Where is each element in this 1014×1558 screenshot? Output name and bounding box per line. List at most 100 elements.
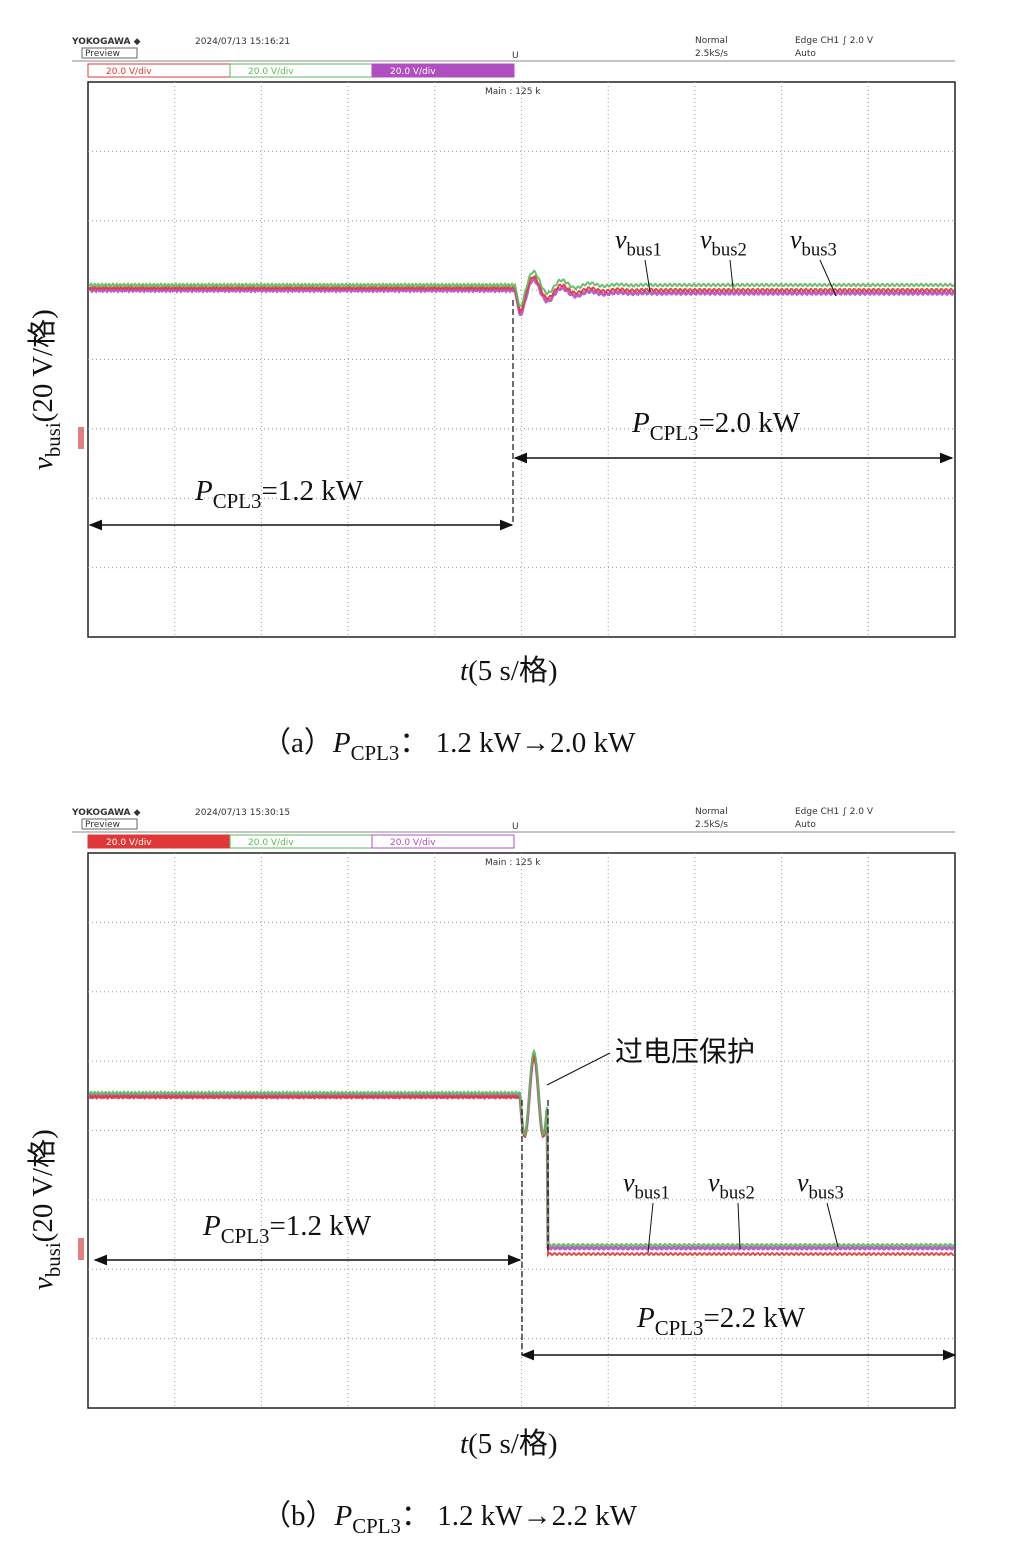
rate: 2.5kS/s (695, 820, 728, 830)
datetime: 2024/07/13 15:16:21 (195, 37, 290, 47)
text-part: v (615, 225, 627, 254)
text-part: =2.0 kW (698, 407, 800, 439)
waveform (88, 274, 955, 314)
channel-label: 20.0 V/div (106, 838, 152, 848)
scope-panel: YOKOGAWA ◆ 2024/07/13 15:30:15 Preview Norm… (71, 807, 957, 1409)
protection-label: 过电压保护 (615, 1035, 755, 1068)
trigger-mode: Auto (795, 49, 816, 59)
text-part: CPL3 (221, 1224, 270, 1248)
text-part: v (623, 1168, 635, 1197)
text-part: v (27, 1277, 59, 1290)
text-part: P (332, 727, 351, 759)
acq: Normal (695, 807, 728, 817)
marker: U (512, 822, 519, 832)
channel-label: 20.0 V/div (390, 67, 436, 77)
text-part: (20 V/格) (26, 309, 59, 422)
trace-label: vbus2 (708, 1168, 755, 1203)
datetime: 2024/07/13 15:30:15 (195, 808, 290, 818)
trace-label: vbus3 (790, 225, 837, 260)
text-part: P (631, 407, 650, 439)
trace-label: vbus1 (623, 1168, 670, 1203)
text-part: CPL3 (352, 1514, 401, 1538)
channel-label: 20.0 V/div (390, 838, 436, 848)
text-part: =1.2 kW (261, 475, 363, 507)
y-axis-label: vbusi(20 V/格) (26, 309, 65, 470)
text-part: v (27, 457, 59, 470)
text-part: bus3 (809, 1182, 844, 1203)
main-label: Main : 125 k (485, 87, 541, 97)
text-part: CPL3 (650, 421, 699, 445)
leader-line (826, 1202, 839, 1248)
brand: YOKOGAWA ◆ (71, 808, 141, 818)
text-part: =2.2 kW (703, 1302, 805, 1334)
waveform (87, 276, 956, 317)
leader-line (647, 1202, 654, 1254)
text-part: bus2 (720, 1182, 755, 1203)
text-part: ： 1.2 kW→2.0 kW (399, 727, 636, 759)
text-part: v (700, 225, 712, 254)
text-part: CPL3 (351, 741, 400, 765)
text-part: （a） (262, 727, 333, 759)
text-part: t (460, 655, 469, 687)
trigger: Edge CH1 ∫ 2.0 V (795, 807, 874, 817)
leader-line (644, 259, 651, 293)
power-annotation: PCPL3=2.0 kW (631, 407, 801, 445)
waveform (88, 269, 955, 307)
x-axis-label: t(5 s/格) (460, 1427, 557, 1460)
brand: YOKOGAWA ◆ (71, 37, 141, 47)
text-part: ： 1.2 kW→2.2 kW (401, 1500, 638, 1532)
text-part: t (460, 1428, 469, 1460)
leader-line (819, 259, 837, 297)
text-part: P (202, 1210, 221, 1242)
text-part: busi (41, 1242, 65, 1277)
text-part: v (797, 1168, 809, 1197)
text-part: (20 V/格) (26, 1129, 59, 1242)
marker: U (512, 51, 519, 61)
x-axis-label: t(5 s/格) (460, 654, 557, 687)
channel-label: 20.0 V/div (106, 67, 152, 77)
text-part: (5 s/格) (468, 654, 557, 687)
text-part: bus3 (802, 239, 837, 260)
text-part: v (790, 225, 802, 254)
acq: Normal (695, 36, 728, 46)
text-part: P (334, 1500, 353, 1532)
mode-box (81, 818, 138, 830)
caption: （a）PCPL3： 1.2 kW→2.0 kW (262, 727, 636, 765)
text-part: (5 s/格) (468, 1427, 557, 1460)
rate: 2.5kS/s (695, 49, 728, 59)
channel-box (371, 63, 515, 78)
text-part: P (636, 1302, 655, 1334)
power-annotation: PCPL3=1.2 kW (194, 475, 364, 513)
caption: （b）PCPL3： 1.2 kW→2.2 kW (262, 1500, 638, 1538)
text-part: bus1 (635, 1182, 670, 1203)
scope-panel: YOKOGAWA ◆ 2024/07/13 15:16:21 Preview Norm… (71, 36, 956, 638)
trigger-mode: Auto (795, 820, 816, 830)
trace-label: vbus2 (700, 225, 747, 260)
power-annotation: PCPL3=1.2 kW (202, 1210, 372, 1248)
leader-line (729, 259, 734, 289)
trace-label: vbus1 (615, 225, 662, 260)
text-part: bus2 (712, 239, 747, 260)
text-part: CPL3 (655, 1316, 704, 1340)
trigger: Edge CH1 ∫ 2.0 V (795, 36, 874, 46)
text-part: bus1 (627, 239, 662, 260)
channel-label: 20.0 V/div (248, 67, 294, 77)
ground-marker (78, 427, 84, 449)
y-axis-label: vbusi(20 V/格) (26, 1129, 65, 1290)
text-part: busi (41, 422, 65, 457)
main-label: Main : 125 k (485, 858, 541, 868)
leader-line (737, 1202, 741, 1250)
channel-label: 20.0 V/div (248, 838, 294, 848)
text-part: P (194, 475, 213, 507)
mode: Preview (85, 820, 120, 830)
trace-label: vbus3 (797, 1168, 844, 1203)
mode-box (81, 47, 138, 59)
text-part: v (708, 1168, 720, 1197)
text-part: CPL3 (213, 489, 262, 513)
text-part: =1.2 kW (269, 1210, 371, 1242)
mode: Preview (85, 49, 120, 59)
ground-marker (78, 1238, 84, 1260)
power-annotation: PCPL3=2.2 kW (636, 1302, 806, 1340)
text-part: （b） (262, 1500, 335, 1532)
